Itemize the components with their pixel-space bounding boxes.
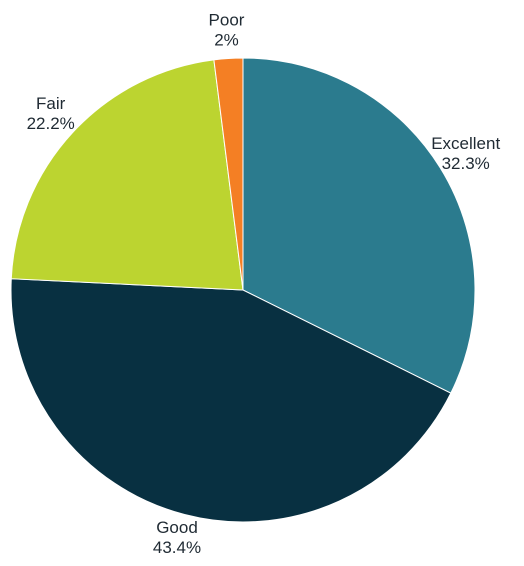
- pie-label-excellent: Excellent 32.3%: [431, 134, 500, 173]
- pie-label-good: Good 43.4%: [153, 518, 201, 557]
- slice-value-label: 22.2%: [27, 114, 75, 133]
- pie-label-fair: Fair 22.2%: [27, 94, 75, 133]
- pie-slice-excellent: [242, 57, 476, 394]
- pie-slice-fair: [10, 59, 244, 291]
- slice-category-label: Good: [156, 518, 198, 537]
- pie-slice-poor: [213, 57, 244, 291]
- pie-labels: Excellent 32.3% Good 43.4% Fair 22.2% Poor 2%: [27, 11, 501, 558]
- slice-category-label: Excellent: [431, 134, 500, 153]
- pie-slice-good: [10, 278, 452, 523]
- slice-value-label: 32.3%: [442, 154, 490, 173]
- pie-label-poor: Poor 2%: [209, 11, 245, 50]
- slice-value-label: 43.4%: [153, 538, 201, 557]
- slice-value-label: 2%: [214, 31, 239, 50]
- slice-category-label: Poor: [209, 11, 245, 30]
- pie-slices: [10, 57, 476, 523]
- slice-category-label: Fair: [36, 94, 66, 113]
